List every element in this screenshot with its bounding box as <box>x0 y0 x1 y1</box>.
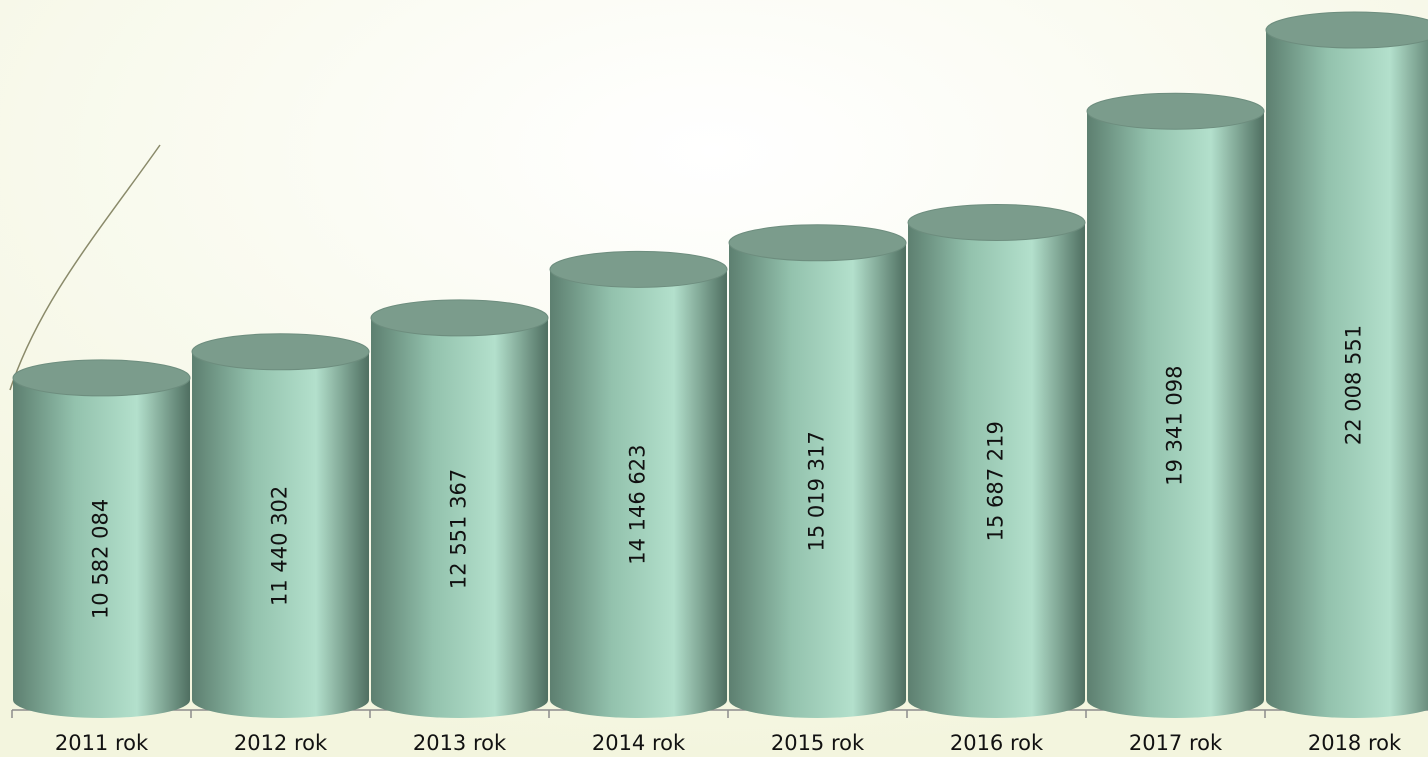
bar-top <box>907 203 1086 241</box>
x-tick-label: 2014 rok <box>592 731 686 755</box>
value-label: 15 687 219 <box>984 421 1008 541</box>
bar-top <box>1265 11 1428 49</box>
x-tick-label: 2011 rok <box>55 731 149 755</box>
value-label: 11 440 302 <box>268 486 292 606</box>
x-tick-label: 2018 rok <box>1308 731 1402 755</box>
x-tick-label: 2012 rok <box>234 731 328 755</box>
value-label: 10 582 084 <box>89 499 113 619</box>
x-tick-label: 2015 rok <box>771 731 865 755</box>
bar <box>908 222 1085 719</box>
value-label: 15 019 317 <box>805 431 829 551</box>
x-tick-label: 2013 rok <box>413 731 507 755</box>
decoration <box>9 144 161 391</box>
x-tick-label: 2017 rok <box>1129 731 1223 755</box>
x-tick-label: 2016 rok <box>950 731 1044 755</box>
value-label: 19 341 098 <box>1163 365 1187 485</box>
bar-top <box>549 250 728 288</box>
bar <box>371 317 548 718</box>
bar <box>550 269 727 718</box>
bar <box>192 351 369 718</box>
bar-top <box>1086 92 1265 130</box>
bar-top <box>370 299 549 337</box>
value-label: 22 008 551 <box>1342 325 1366 445</box>
bar <box>1266 30 1428 718</box>
bar-top <box>728 224 907 262</box>
value-label: 14 146 623 <box>626 445 650 565</box>
bar-top <box>12 359 191 397</box>
bar <box>13 377 190 718</box>
bar <box>729 242 906 718</box>
value-label: 12 551 367 <box>447 469 471 589</box>
bar-top <box>191 333 370 371</box>
bar <box>1087 111 1264 718</box>
